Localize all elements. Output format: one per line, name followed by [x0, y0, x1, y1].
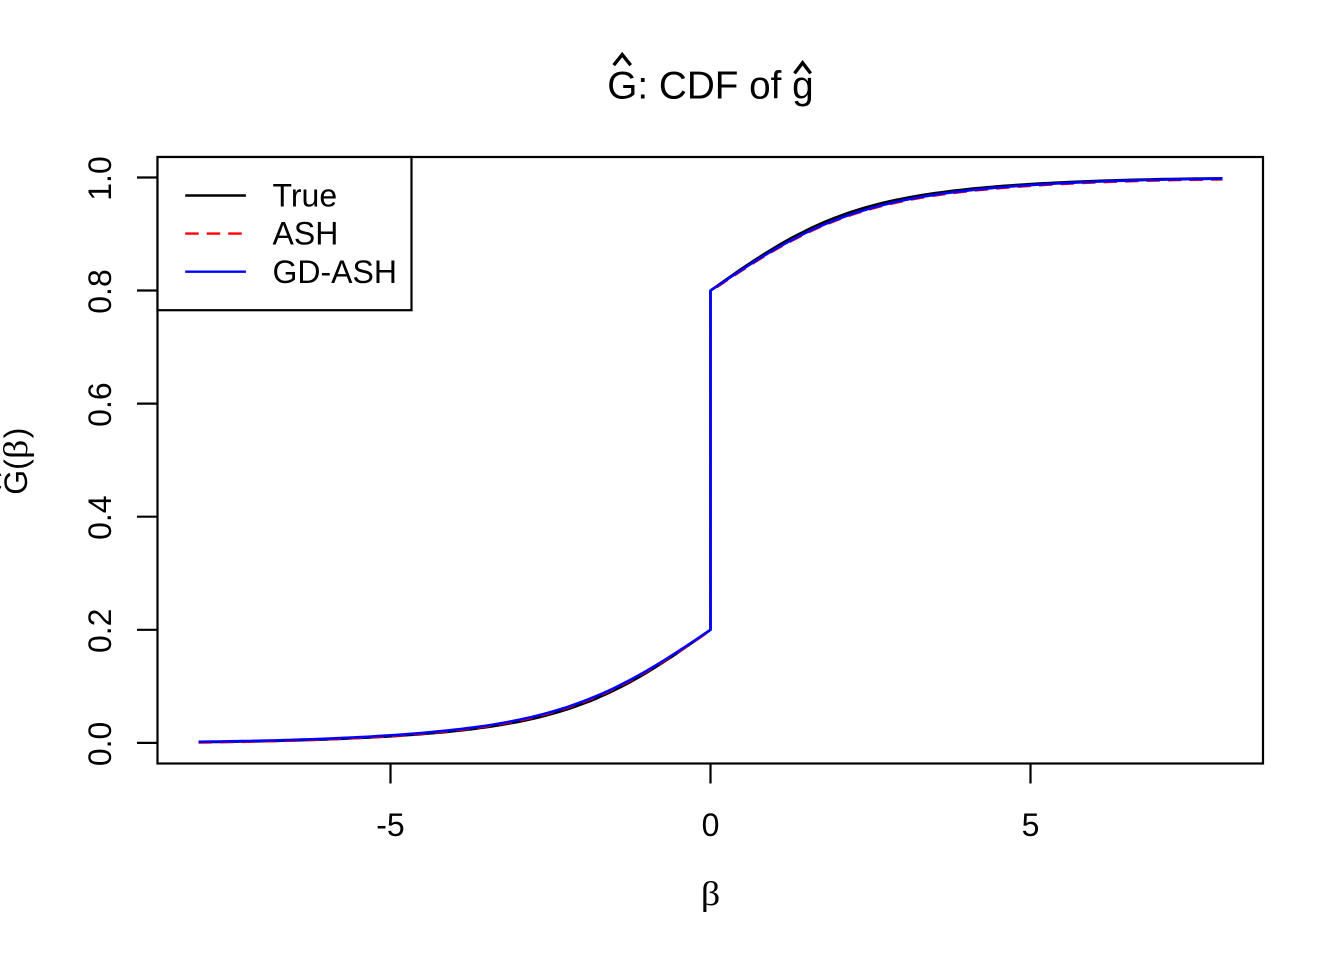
svg-text:0.4: 0.4	[82, 495, 118, 539]
svg-text:β: β	[0, 440, 35, 459]
svg-text:1.0: 1.0	[82, 156, 118, 200]
svg-text:0.2: 0.2	[82, 609, 118, 653]
svg-text:0.8: 0.8	[82, 269, 118, 313]
svg-text:0.0: 0.0	[82, 722, 118, 766]
svg-text:ASH: ASH	[273, 216, 339, 252]
svg-text:G(: G(	[0, 459, 34, 495]
svg-text:0: 0	[702, 807, 720, 843]
svg-text:G: CDF of g: G: CDF of g	[607, 65, 813, 108]
svg-text:): )	[0, 428, 34, 439]
svg-text:β: β	[701, 875, 720, 913]
svg-text:GD-ASH: GD-ASH	[273, 254, 397, 290]
svg-text:True: True	[273, 178, 338, 214]
svg-text:-5: -5	[376, 807, 404, 843]
svg-text:0.6: 0.6	[82, 382, 118, 426]
svg-text:5: 5	[1022, 807, 1040, 843]
